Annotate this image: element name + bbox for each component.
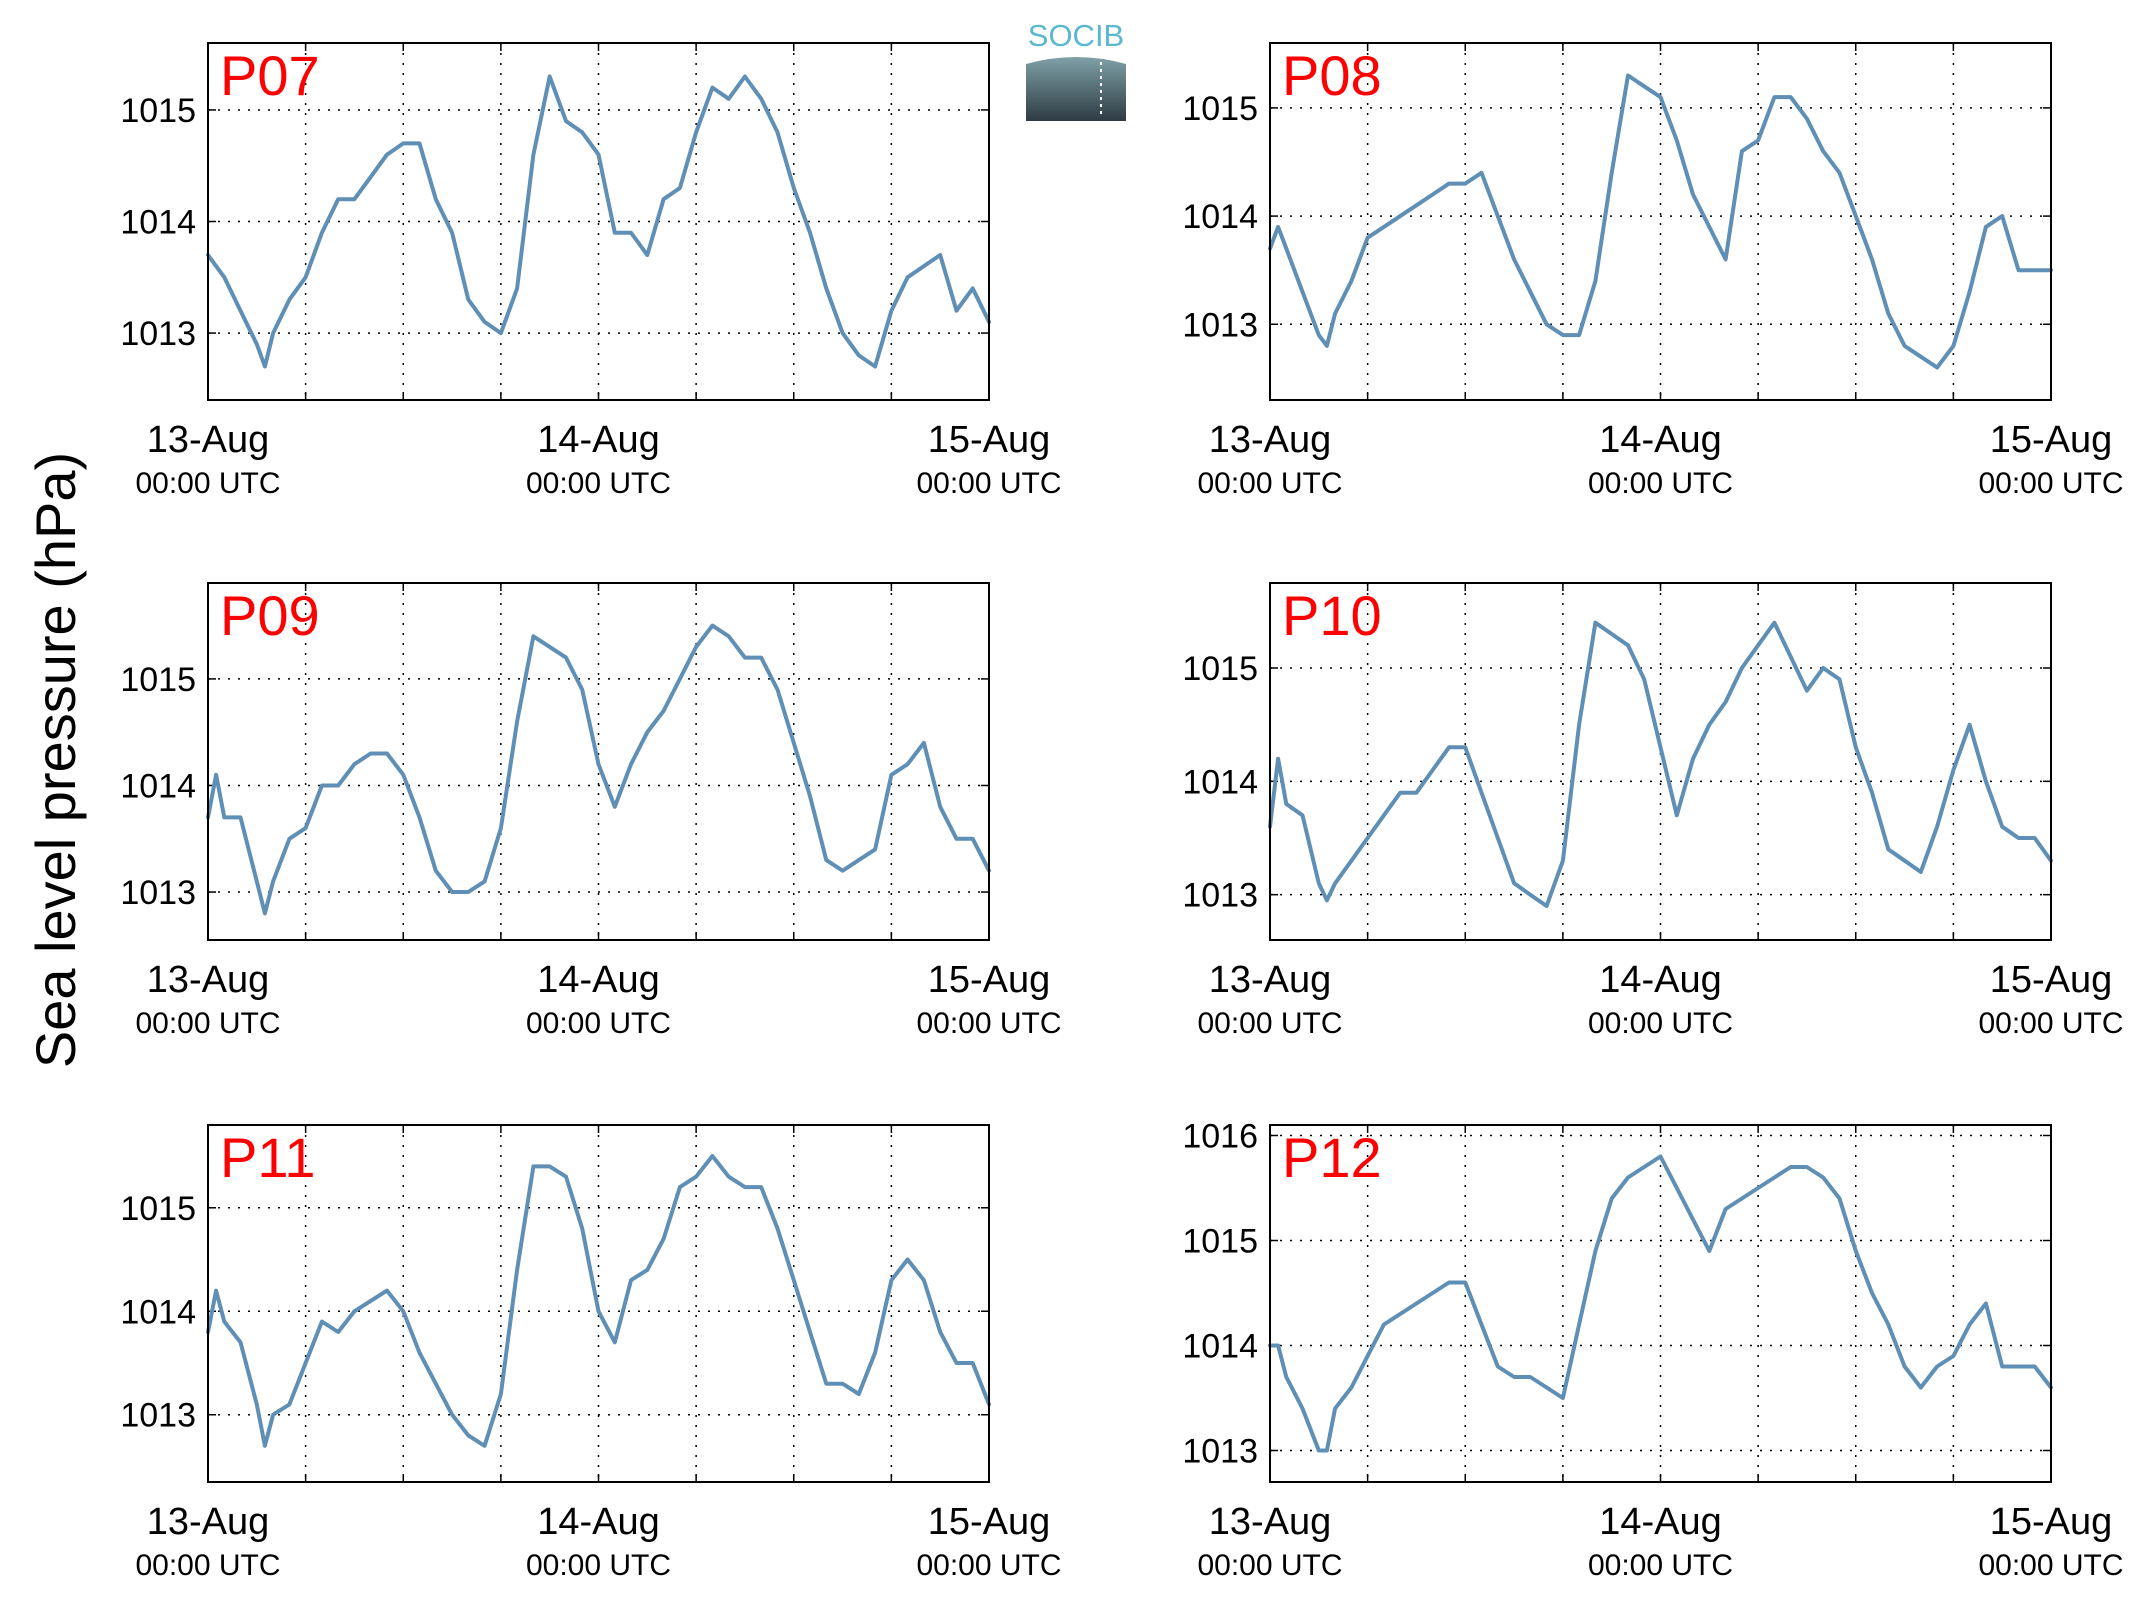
x-tick-label: 15-Aug: [1990, 1501, 2113, 1543]
x-tick-sublabel: 00:00 UTC: [916, 1007, 1061, 1040]
x-tick-label: 15-Aug: [928, 1501, 1051, 1543]
x-tick-label: 15-Aug: [1990, 419, 2113, 461]
y-axis-label: Sea level pressure (hPa): [24, 452, 87, 1068]
panel-p07: 1013 1014 1015 13-Aug 00:00 UTC 14-Aug 00:00 U…: [120, 42, 1062, 500]
plot-area: [1270, 583, 2051, 940]
panel-label: P09: [220, 584, 320, 647]
series-line-p09: [206, 623, 991, 916]
y-tick-label: 1015: [1182, 1223, 1258, 1261]
x-tick-sublabel: 00:00 UTC: [135, 1549, 280, 1582]
panel-label: P07: [220, 44, 320, 107]
x-tick-label: 14-Aug: [537, 959, 660, 1001]
series-line-p10: [1268, 620, 2053, 908]
panel-p10: 1013 1014 1015 13-Aug 00:00 UTC 14-Aug 00:00 U…: [1182, 582, 2124, 1040]
series-line-p11: [206, 1154, 991, 1448]
x-tick-label: 14-Aug: [1599, 959, 1722, 1001]
x-tick-label: 13-Aug: [1209, 1501, 1332, 1543]
panel-label: P10: [1282, 584, 1382, 647]
socib-logo-wave-box: [1026, 57, 1126, 121]
y-tick-label: 1013: [120, 874, 196, 912]
x-tick-label: 14-Aug: [537, 419, 660, 461]
panel-label: P08: [1282, 44, 1382, 107]
x-tick-sublabel: 00:00 UTC: [1978, 467, 2123, 500]
x-tick-label: 14-Aug: [537, 1501, 660, 1543]
y-tick-label: 1014: [120, 204, 196, 242]
x-tick-label: 13-Aug: [147, 1501, 270, 1543]
y-tick-label: 1013: [120, 315, 196, 353]
panels: 1013 1014 1015 13-Aug 00:00 UTC 14-Aug 00:00 U…: [120, 42, 2124, 1583]
x-tick-sublabel: 00:00 UTC: [1197, 1007, 1342, 1040]
plot-frame: [207, 1124, 990, 1483]
panel-p11: 1013 1014 1015 13-Aug 00:00 UTC 14-Aug 00:00 U…: [120, 1124, 1062, 1582]
panel-p09: 1013 1014 1015 13-Aug 00:00 UTC 14-Aug 00:00 U…: [120, 582, 1062, 1040]
y-tick-label: 1014: [1182, 198, 1258, 236]
y-tick-label: 1013: [1182, 877, 1258, 915]
socib-logo: SOCIB: [1026, 18, 1126, 121]
x-tick-sublabel: 00:00 UTC: [1978, 1549, 2123, 1582]
x-tick-sublabel: 00:00 UTC: [526, 467, 671, 500]
x-tick-sublabel: 00:00 UTC: [1197, 467, 1342, 500]
plot-frame: [1269, 42, 2052, 401]
y-tick-label: 1013: [1182, 1433, 1258, 1471]
y-tick-label: 1014: [120, 1293, 196, 1331]
x-tick-label: 15-Aug: [1990, 959, 2113, 1001]
y-tick-label: 1013: [120, 1397, 196, 1435]
plot-frame: [207, 582, 990, 941]
x-tick-label: 15-Aug: [928, 419, 1051, 461]
x-tick-label: 13-Aug: [1209, 419, 1332, 461]
panel-label: P12: [1282, 1126, 1382, 1189]
x-tick-sublabel: 00:00 UTC: [526, 1549, 671, 1582]
x-tick-sublabel: 00:00 UTC: [1197, 1549, 1342, 1582]
y-tick-label: 1015: [120, 661, 196, 699]
x-tick-sublabel: 00:00 UTC: [135, 467, 280, 500]
panel-label: P11: [220, 1126, 315, 1189]
x-tick-label: 13-Aug: [147, 419, 270, 461]
x-tick-sublabel: 00:00 UTC: [526, 1007, 671, 1040]
y-tick-label: 1014: [1182, 763, 1258, 801]
y-tick-label: 1015: [120, 92, 196, 130]
y-tick-label: 1015: [120, 1190, 196, 1228]
y-tick-label: 1014: [120, 767, 196, 805]
plot-area: [1270, 1125, 2051, 1482]
x-tick-sublabel: 00:00 UTC: [916, 467, 1061, 500]
series-line-p12: [1268, 1154, 2053, 1453]
x-tick-sublabel: 00:00 UTC: [1588, 1549, 1733, 1582]
plot-frame: [1269, 582, 2052, 941]
x-tick-sublabel: 00:00 UTC: [1978, 1007, 2123, 1040]
x-tick-sublabel: 00:00 UTC: [916, 1549, 1061, 1582]
plot-frame: [1269, 1124, 2052, 1483]
y-tick-label: 1016: [1182, 1118, 1258, 1156]
series-line-p07: [206, 74, 991, 369]
x-tick-label: 15-Aug: [928, 959, 1051, 1001]
x-tick-label: 14-Aug: [1599, 1501, 1722, 1543]
y-tick-label: 1014: [1182, 1328, 1258, 1366]
panel-p12: 1013 1014 1015 1016 13-Aug 00:00 UTC 14-Aug 00:…: [1182, 1118, 2123, 1583]
series-line-p08: [1268, 73, 2053, 370]
x-tick-sublabel: 00:00 UTC: [1588, 467, 1733, 500]
socib-logo-text: SOCIB: [1028, 18, 1124, 53]
y-tick-label: 1015: [1182, 650, 1258, 688]
y-tick-label: 1013: [1182, 306, 1258, 344]
x-tick-label: 13-Aug: [147, 959, 270, 1001]
x-tick-label: 13-Aug: [1209, 959, 1332, 1001]
x-tick-sublabel: 00:00 UTC: [135, 1007, 280, 1040]
plot-frame: [207, 42, 990, 401]
y-tick-label: 1015: [1182, 90, 1258, 128]
x-tick-sublabel: 00:00 UTC: [1588, 1007, 1733, 1040]
panel-p08: 1013 1014 1015 13-Aug 00:00 UTC 14-Aug 00:00 U…: [1182, 42, 2124, 500]
x-tick-label: 14-Aug: [1599, 419, 1722, 461]
